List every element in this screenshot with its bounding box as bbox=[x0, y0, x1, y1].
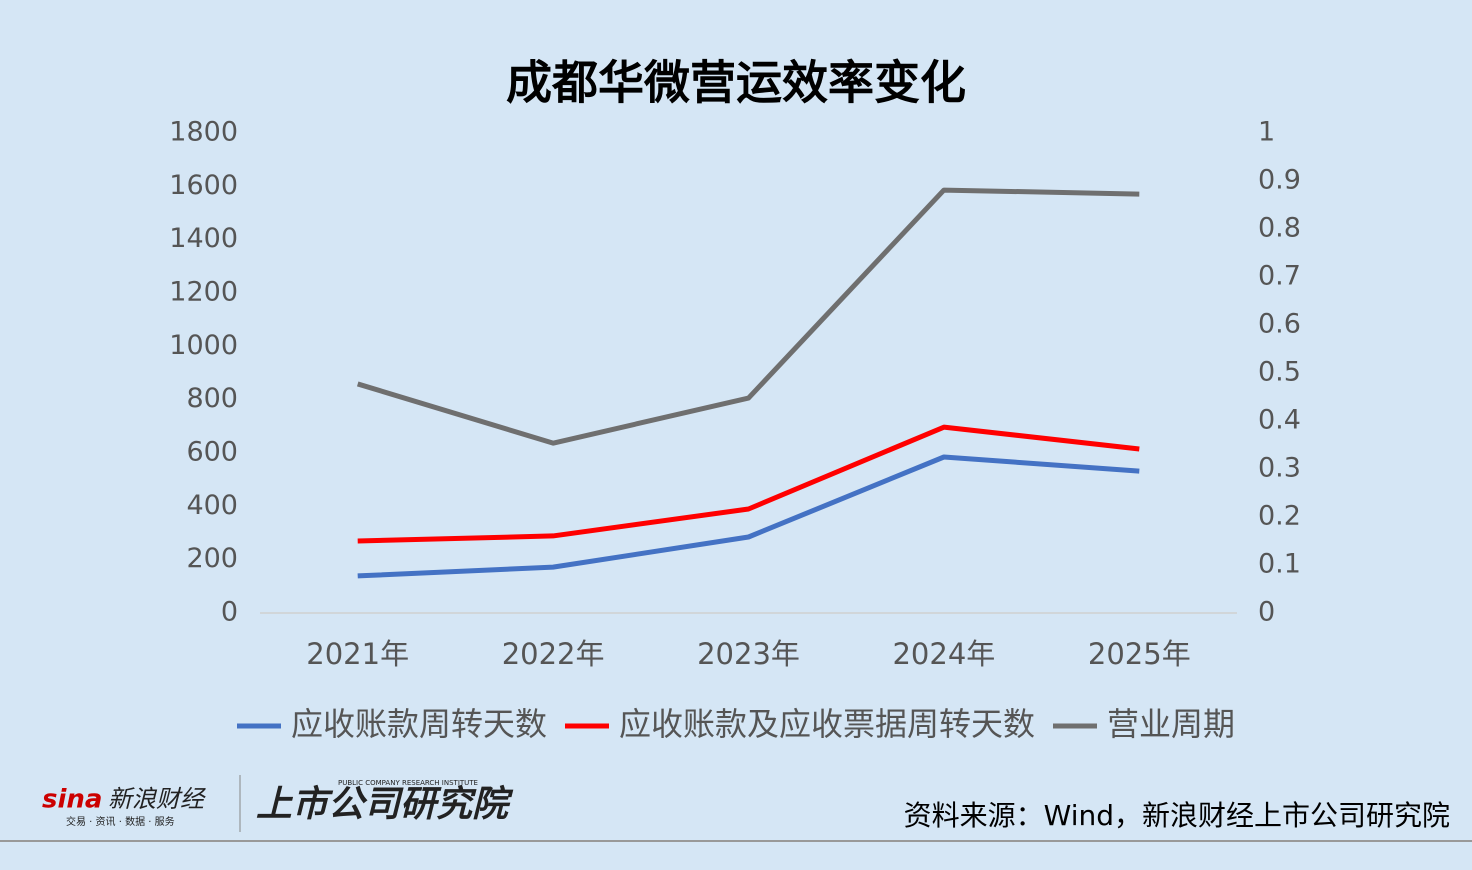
footer-brand: 新浪财经 bbox=[108, 785, 207, 813]
y-tick-label: 1800 bbox=[169, 117, 238, 148]
y-tick-label: 0 bbox=[221, 597, 238, 628]
x-tick-label: 2025年 bbox=[1088, 637, 1191, 671]
x-tick-label: 2022年 bbox=[502, 637, 605, 671]
y2-tick-label: 0.5 bbox=[1258, 357, 1301, 388]
legend-label: 应收账款及应收票据周转天数 bbox=[619, 705, 1035, 743]
legend-label: 营业周期 bbox=[1107, 705, 1235, 743]
chart-title: 成都华微营运效率变化 bbox=[506, 56, 966, 110]
x-tick-label: 2024年 bbox=[892, 637, 995, 671]
y-tick-label: 1000 bbox=[169, 330, 238, 361]
y-tick-label: 1400 bbox=[169, 223, 238, 254]
y-tick-label: 400 bbox=[186, 490, 238, 521]
y2-tick-label: 0.1 bbox=[1258, 549, 1301, 580]
y2-tick-label: 0.3 bbox=[1258, 453, 1301, 484]
y2-tick-label: 0.9 bbox=[1258, 165, 1301, 196]
y2-tick-label: 0 bbox=[1258, 597, 1275, 628]
y-tick-label: 1200 bbox=[169, 277, 238, 308]
x-tick-label: 2023年 bbox=[697, 637, 800, 671]
y-tick-label: 200 bbox=[186, 543, 238, 574]
footer-tagline: 交易 · 资讯 · 数据 · 服务 bbox=[66, 815, 175, 828]
line-series bbox=[356, 187, 1140, 446]
source-note: 资料来源：Wind，新浪财经上市公司研究院 bbox=[904, 799, 1450, 832]
footer-logo: sina bbox=[42, 785, 102, 815]
y2-tick-label: 1 bbox=[1258, 117, 1275, 148]
y2-tick-label: 0.8 bbox=[1258, 213, 1301, 244]
line-series bbox=[357, 454, 1140, 579]
x-tick-label: 2021年 bbox=[306, 637, 409, 671]
footer-institute-en: PUBLIC COMPANY RESEARCH INSTITUTE bbox=[338, 779, 478, 787]
y2-tick-label: 0.4 bbox=[1258, 405, 1301, 436]
footer-institute: 上市公司研究院 bbox=[256, 784, 514, 825]
y2-tick-label: 0.6 bbox=[1258, 309, 1301, 340]
y2-tick-label: 0.7 bbox=[1258, 261, 1301, 292]
y-tick-label: 1600 bbox=[169, 170, 238, 201]
line-series bbox=[357, 424, 1140, 544]
legend-label: 应收账款周转天数 bbox=[291, 705, 547, 743]
y-tick-label: 600 bbox=[186, 437, 238, 468]
y-tick-label: 800 bbox=[186, 383, 238, 414]
y2-tick-label: 0.2 bbox=[1258, 501, 1301, 532]
